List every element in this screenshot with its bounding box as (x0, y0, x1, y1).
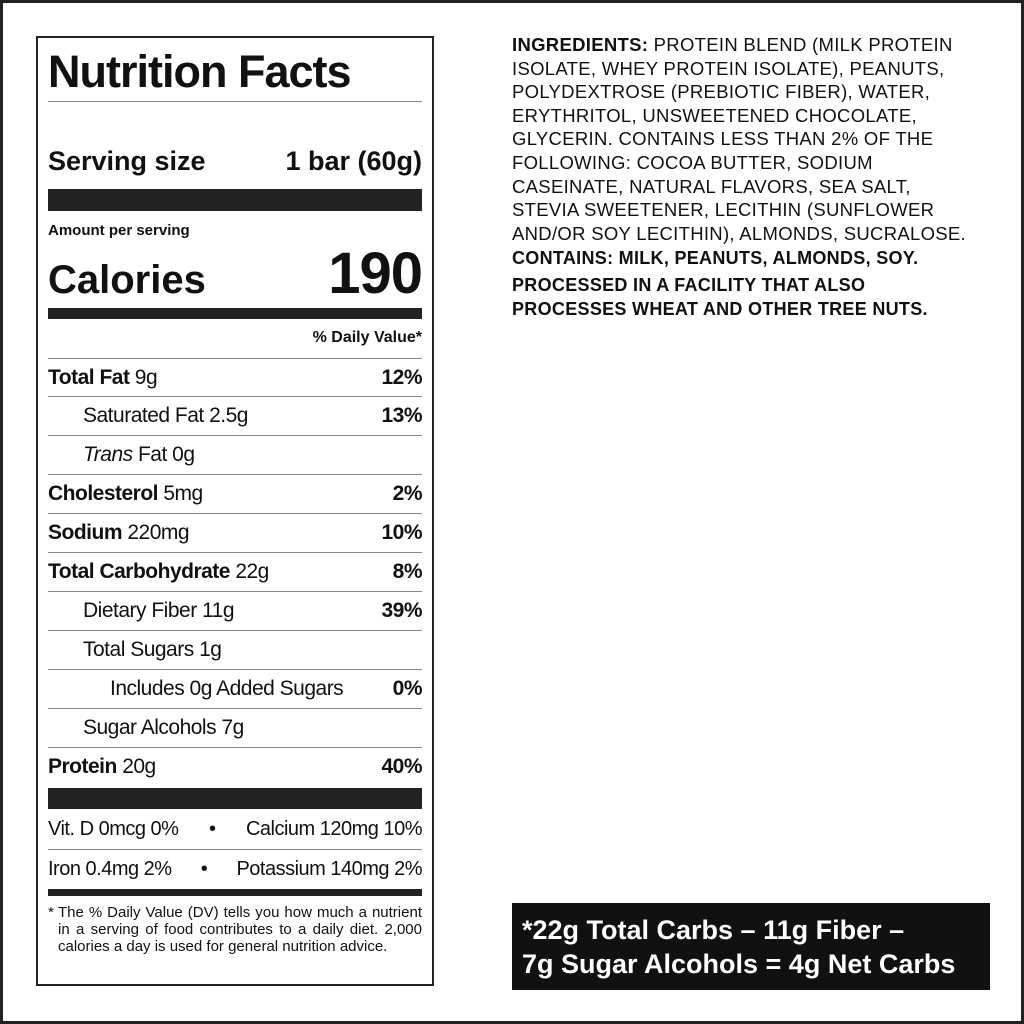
footnote: * The % Daily Value (DV) tells you how m… (48, 904, 422, 955)
nutrient-name: Saturated Fat 2.5g (83, 403, 248, 427)
calcium: Calcium 120mg 10% (245, 818, 423, 840)
nutrient-name: Protein (48, 754, 117, 778)
bullet: • (208, 818, 216, 840)
vitamin-row: Vit. D 0mcg 0% • Calcium 120mg 10% (48, 810, 422, 849)
ingredients-line: CASEINATE, NATURAL FLAVORS, SEA SALT, (512, 175, 911, 197)
nutrient-amount: 220mg (127, 520, 190, 544)
nutrient-row-added-sugars: Includes 0g Added Sugars 0% (48, 669, 423, 707)
ingredients-block: INGREDIENTS: PROTEIN BLEND (MILK PROTEIN… (512, 33, 1002, 321)
ingredients-line: FOLLOWING: COCOA BUTTER, SODIUM (512, 151, 873, 173)
vitamin-row: Iron 0.4mg 2% • Potassium 140mg 2% (48, 850, 422, 889)
nutrient-dv: 8% (392, 559, 423, 583)
footnote-star: * (48, 904, 54, 921)
nutrient-amount: 22g (235, 559, 269, 583)
calories: Calories 190 (48, 240, 423, 307)
nutrient-name: Sugar Alcohols 7g (83, 715, 244, 739)
nutrient-name: Total Fat (48, 365, 130, 389)
nutrient-amount: 9g (134, 365, 158, 389)
calories-value: 190 (328, 241, 423, 306)
nutrient-name: Includes 0g Added Sugars (110, 676, 344, 700)
thick-divider (48, 189, 422, 211)
allergen-contains: CONTAINS: MILK, PEANUTS, ALMONDS, SOY. (512, 248, 919, 269)
nutrient-amount: 20g (122, 754, 156, 778)
ingredients-line: POLYDEXTROSE (PREBIOTIC FIBER), WATER, (512, 81, 931, 103)
nutrient-dv: 0% (392, 676, 423, 700)
nutrient-dv: 39% (381, 598, 422, 622)
nutrient-name: Total Carbohydrate (48, 559, 230, 583)
nutrient-name: Dietary Fiber 11g (83, 598, 235, 622)
medium-divider (48, 889, 422, 896)
facility-warning-line: PROCESSES WHEAT AND OTHER TREE NUTS. (512, 298, 928, 319)
nutrient-row-trans-fat: Trans Fat 0g (48, 435, 422, 473)
vitamin-d: Vit. D 0mcg 0% (48, 818, 179, 840)
nutrient-dv: 40% (381, 754, 422, 778)
ingredients-line: PROTEIN BLEND (MILK PROTEIN (653, 34, 953, 55)
nutrient-name: Total Sugars 1g (83, 637, 222, 661)
ingredients-line: STEVIA SWEETENER, LECITHIN (SUNFLOWER (512, 199, 935, 221)
nutrient-row-cholesterol: Cholesterol 5mg 2% (48, 474, 423, 512)
net-carbs-box: *22g Total Carbs – 11g Fiber – 7g Sugar … (512, 903, 990, 990)
serving-size: Serving size 1 bar (60g) (48, 146, 422, 177)
nutrient-dv: 13% (381, 403, 422, 427)
nutrition-facts-panel: Nutrition Facts Serving size 1 bar (60g)… (36, 36, 434, 986)
footnote-text: The % Daily Value (DV) tells you how muc… (58, 904, 422, 955)
nutrient-row-total-fat: Total Fat 9g 12% (48, 358, 422, 396)
nutrient-name: Cholesterol (48, 481, 159, 505)
potassium: Potassium 140mg 2% (236, 858, 422, 880)
thick-divider (48, 788, 422, 809)
divider (48, 849, 422, 850)
nutrient-row-sugar-alcohols: Sugar Alcohols 7g (48, 708, 422, 746)
nutrient-row-total-sugars: Total Sugars 1g (48, 630, 422, 668)
ingredients-line: AND/OR SOY LECITHIN), ALMONDS, SUCRALOSE… (512, 222, 966, 244)
nutrient-row-total-carbohydrate: Total Carbohydrate 22g 8% (48, 552, 423, 590)
nutrient-row-dietary-fiber: Dietary Fiber 11g 39% (48, 591, 422, 629)
nutrient-row-protein: Protein 20g 40% (48, 747, 422, 785)
calories-label: Calories (48, 258, 206, 302)
ingredients-line: ERYTHRITOL, UNSWEETENED CHOCOLATE, (512, 104, 917, 126)
nutrition-facts-title: Nutrition Facts (48, 46, 352, 97)
bullet: • (200, 858, 208, 880)
net-carbs-line: 7g Sugar Alcohols = 4g Net Carbs (522, 949, 956, 979)
amount-per-serving: Amount per serving (48, 222, 190, 239)
facility-warning-line: PROCESSED IN A FACILITY THAT ALSO (512, 274, 866, 295)
divider (48, 101, 422, 102)
nutrient-dv: 2% (392, 481, 423, 505)
daily-value-header: % Daily Value* (312, 329, 422, 346)
serving-size-value: 1 bar (60g) (285, 146, 422, 176)
net-carbs-line: *22g Total Carbs – 11g Fiber – (522, 915, 905, 945)
nutrient-row-sodium: Sodium 220mg 10% (48, 513, 422, 551)
nutrient-name-italic: Trans (83, 442, 133, 466)
ingredients-heading: INGREDIENTS: (512, 34, 649, 55)
nutrient-amount: 5mg (163, 481, 203, 505)
iron: Iron 0.4mg 2% (48, 858, 172, 880)
ingredients-line: GLYCERIN. CONTAINS LESS THAN 2% OF THE (512, 128, 934, 150)
nutrient-name: Fat 0g (137, 442, 195, 466)
serving-size-label: Serving size (48, 146, 206, 176)
nutrient-row-saturated-fat: Saturated Fat 2.5g 13% (48, 396, 422, 434)
ingredients-line: ISOLATE, WHEY PROTEIN ISOLATE), PEANUTS, (512, 57, 945, 79)
medium-divider (48, 308, 422, 319)
nutrient-dv: 10% (381, 520, 422, 544)
nutrient-name: Sodium (48, 520, 123, 544)
nutrient-dv: 12% (381, 365, 422, 389)
